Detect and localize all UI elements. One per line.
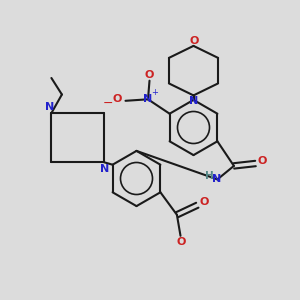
Text: O: O (257, 156, 267, 166)
Text: O: O (112, 94, 122, 104)
Text: N: N (189, 96, 198, 106)
Text: N: N (143, 94, 153, 104)
Text: H: H (205, 171, 213, 181)
Text: N: N (100, 164, 110, 174)
Text: N: N (45, 101, 55, 112)
Text: O: O (199, 196, 208, 207)
Text: N: N (212, 174, 221, 184)
Text: O: O (176, 237, 186, 248)
Text: O: O (189, 35, 199, 46)
Text: O: O (145, 70, 154, 80)
Text: +: + (151, 88, 158, 97)
Text: −: − (103, 97, 113, 110)
